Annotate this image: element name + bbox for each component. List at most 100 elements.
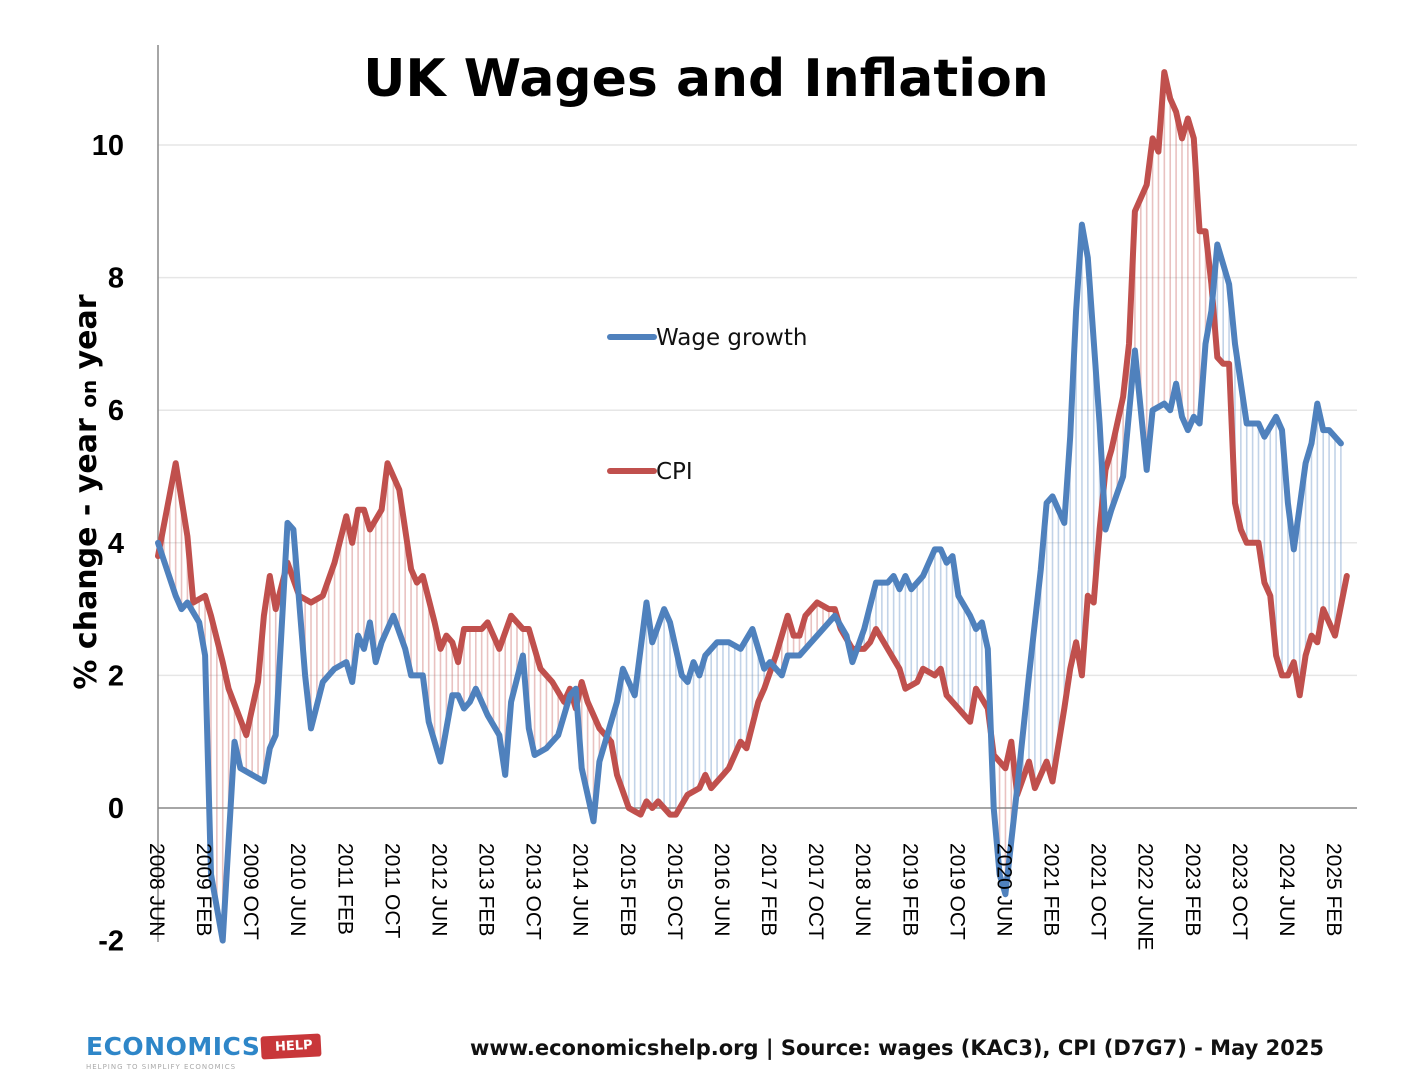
wage-point (391, 613, 396, 618)
cpi-point (1344, 573, 1349, 578)
x-tick-label: 2021 FEB (1040, 843, 1063, 936)
cpi-point (968, 719, 973, 724)
cpi-point (1297, 693, 1302, 698)
wage-point (503, 772, 508, 777)
cpi-point (397, 487, 402, 492)
wage-point (1074, 308, 1079, 313)
cpi-point (744, 746, 749, 751)
cpi-point (320, 593, 325, 598)
cpi-point (915, 680, 920, 685)
wage-point (956, 593, 961, 598)
wage-point (185, 600, 190, 605)
cpi-point (356, 507, 361, 512)
wage-point (703, 653, 708, 658)
wage-point (1291, 547, 1296, 552)
cpi-point (720, 772, 725, 777)
wage-point (1256, 421, 1261, 426)
cpi-point (420, 573, 425, 578)
cpi-point (826, 607, 831, 612)
cpi-point (1280, 673, 1285, 678)
wage-point (921, 573, 926, 578)
x-tick-label: 2013 FEB (475, 843, 498, 936)
wage-point (1327, 428, 1332, 433)
wage-point (526, 726, 531, 731)
cpi-point (350, 540, 355, 545)
wage-point (232, 739, 237, 744)
wage-point (1144, 467, 1149, 472)
cpi-point (1109, 447, 1114, 452)
wage-point (667, 620, 672, 625)
wage-point (1185, 428, 1190, 433)
wage-point (203, 653, 208, 658)
wage-point (403, 646, 408, 651)
y-tick-label: 8 (108, 263, 124, 295)
x-tick-label: 2015 OCT (663, 843, 686, 940)
cpi-point (1168, 96, 1173, 101)
cpi-point (462, 626, 467, 631)
wage-point (909, 587, 914, 592)
cpi-point (609, 739, 614, 744)
wage-point (591, 819, 596, 824)
cpi-point (1179, 136, 1184, 141)
wage-point (1174, 381, 1179, 386)
wage-point (1150, 408, 1155, 413)
wage-point (497, 733, 502, 738)
cpi-point (203, 593, 208, 598)
wage-point (1315, 401, 1320, 406)
wage-point (579, 766, 584, 771)
x-tick-label: 2012 JUN (427, 843, 450, 936)
wage-point (409, 673, 414, 678)
cpi-point (1121, 394, 1126, 399)
cpi-point (656, 799, 661, 804)
wage-point (1050, 494, 1055, 499)
cpi-point (1044, 759, 1049, 764)
cpi-point (1285, 673, 1290, 678)
chart-title: UK Wages and Inflation (363, 49, 1049, 109)
logo-tag: HELP (260, 1033, 322, 1060)
legend-item-wage-growth: Wage growth (607, 325, 807, 351)
wage-point (597, 759, 602, 764)
cpi-point (785, 613, 790, 618)
wage-point (473, 686, 478, 691)
cpi-point (367, 527, 372, 532)
fill-between (157, 72, 1342, 941)
cpi-point (773, 653, 778, 658)
wage-point (644, 600, 649, 605)
cpi-point (579, 680, 584, 685)
cpi-point (862, 646, 867, 651)
cpi-point (626, 806, 631, 811)
wage-point (768, 660, 773, 665)
wage-point (1109, 507, 1114, 512)
cpi-point (1097, 527, 1102, 532)
cpi-point (885, 646, 890, 651)
cpi-point (1232, 501, 1237, 506)
cpi-point (1315, 640, 1320, 645)
wage-point (715, 640, 720, 645)
wage-point (1227, 282, 1232, 287)
x-tick-label: 2019 OCT (945, 843, 968, 940)
cpi-point (585, 699, 590, 704)
wage-point (850, 660, 855, 665)
wage-point (679, 673, 684, 678)
cpi-point (1303, 653, 1308, 658)
wage-point (1068, 434, 1073, 439)
wage-point (520, 653, 525, 658)
cpi-point (379, 507, 384, 512)
x-tick-label: 2016 JUN (710, 843, 733, 936)
cpi-point (409, 567, 414, 572)
y-tick-label: 4 (108, 528, 124, 560)
wage-point (179, 607, 184, 612)
cpi-point (1197, 229, 1202, 234)
cpi-point (809, 607, 814, 612)
wage-point (367, 620, 372, 625)
wage-point (785, 653, 790, 658)
cpi-point (220, 660, 225, 665)
source-footer: www.economicshelp.org | Source: wages (K… (470, 1036, 1325, 1060)
cpi-point (815, 600, 820, 605)
x-tick-label: 2014 JUN (569, 843, 592, 936)
cpi-point (1174, 109, 1179, 114)
cpi-point (1185, 116, 1190, 121)
y-tick-label: 2 (108, 660, 124, 692)
cpi-point (526, 626, 531, 631)
cpi-point (938, 666, 943, 671)
